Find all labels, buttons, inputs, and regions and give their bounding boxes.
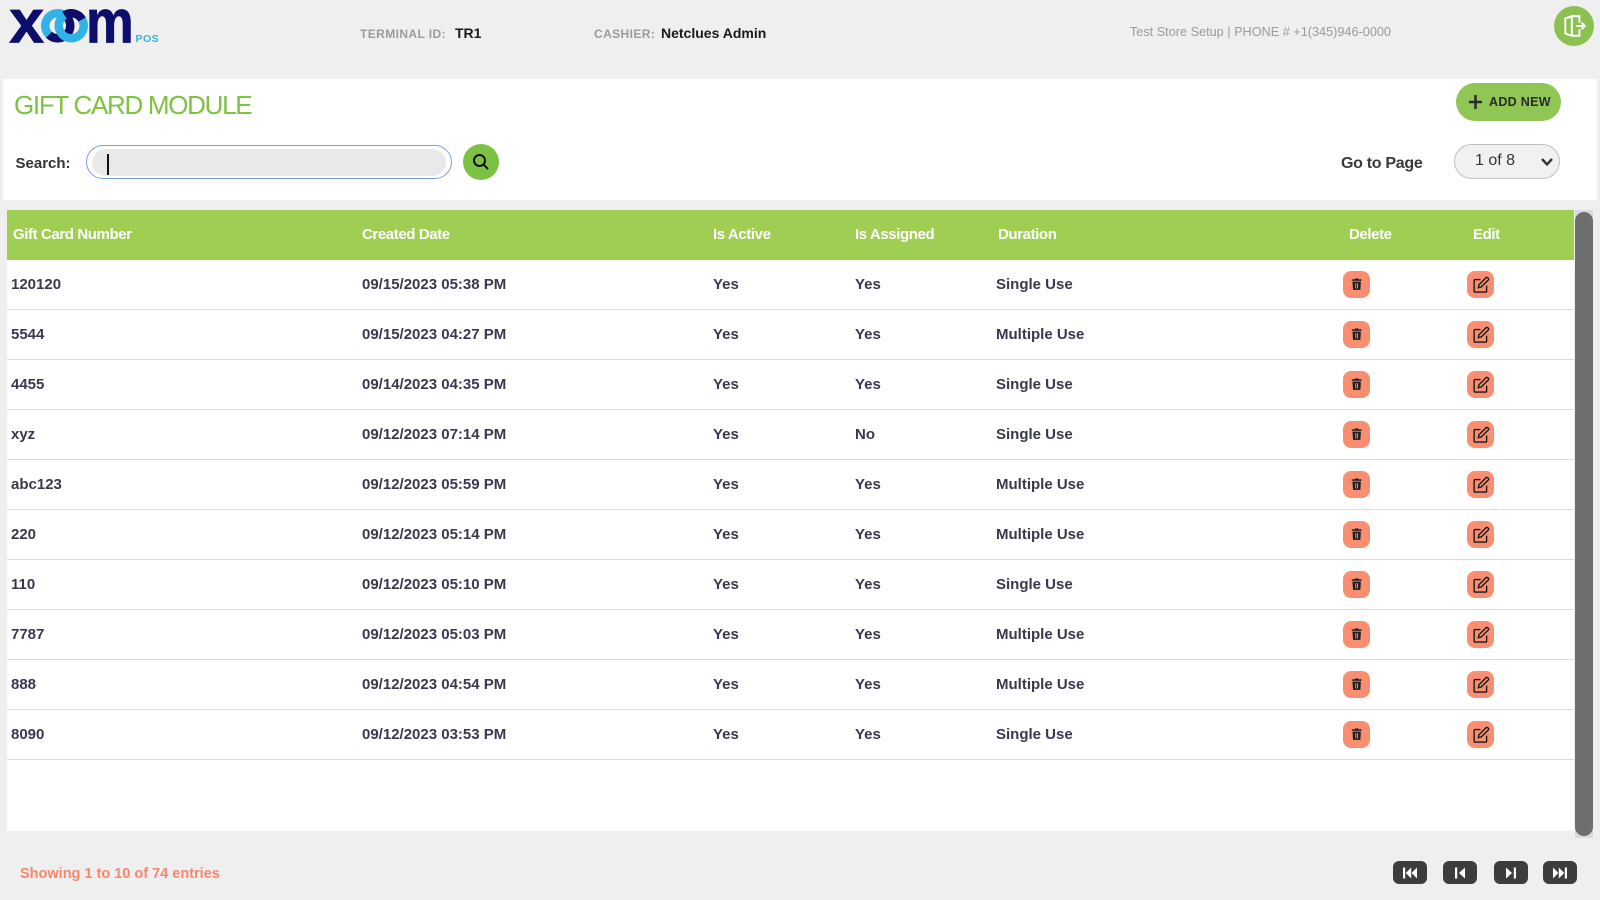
svg-text:x: x — [9, 6, 44, 56]
svg-text:m: m — [86, 6, 134, 56]
svg-text:POS: POS — [136, 33, 160, 45]
